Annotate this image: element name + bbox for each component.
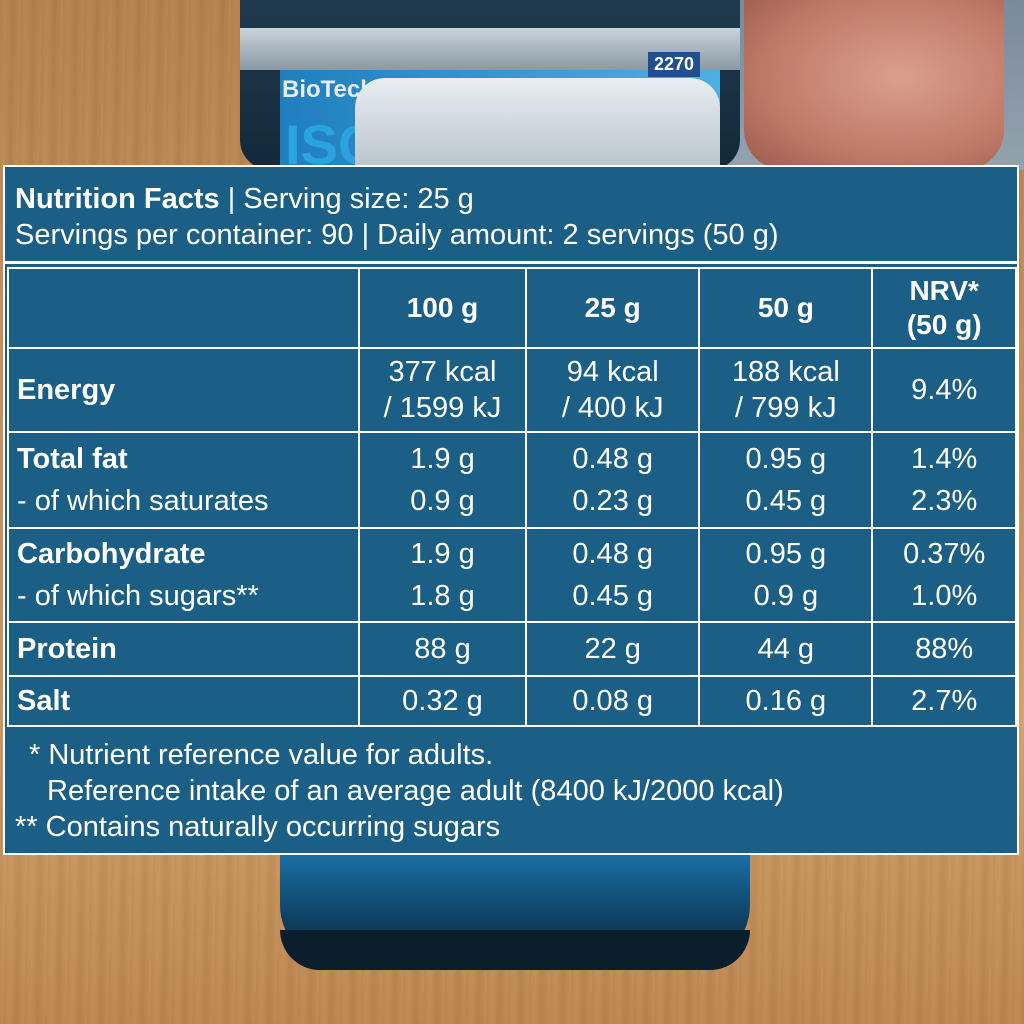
protein-nrv: 88% (915, 633, 974, 665)
salt-nrv-cell: 2.7% (871, 675, 1017, 727)
row-label-carbohydrate: Carbohydrate - of which sugars** (7, 527, 360, 623)
energy-50g-cell: 188 kcal / 799 kJ (698, 347, 874, 433)
fat-50g: 0.95 g (745, 443, 827, 475)
saturates-25g: 0.23 g (572, 485, 654, 517)
nutrition-table: 100 g 25 g 50 g NRV* (50 g) Energy 377 k… (7, 267, 1017, 727)
saturates-label: - of which saturates (17, 485, 269, 517)
energy-50g-kcal: 188 kcal (731, 356, 840, 388)
energy-label: Energy (17, 374, 116, 406)
protein-100g-cell: 88 g (357, 621, 528, 677)
table-row: Total fat - of which saturates 1.9 g 0.9… (7, 431, 1017, 529)
fat-100g: 1.9 g (410, 443, 475, 475)
table-header-row: 100 g 25 g 50 g NRV* (50 g) (7, 267, 1017, 349)
row-label-energy: Energy (7, 347, 360, 433)
protein-25g: 22 g (584, 633, 641, 665)
tub-base (280, 930, 750, 970)
header-cell-empty (7, 267, 360, 349)
table-row: Carbohydrate - of which sugars** 1.9 g 1… (7, 527, 1017, 623)
protein-50g-cell: 44 g (698, 621, 874, 677)
salt-nrv: 2.7% (911, 685, 978, 717)
carbohydrate-label: Carbohydrate (17, 538, 206, 570)
carb-100g-cell: 1.9 g 1.8 g (357, 527, 528, 623)
header-cell-50g: 50 g (698, 267, 874, 349)
energy-100g-cell: 377 kcal / 1599 kJ (357, 347, 528, 433)
row-label-salt: Salt (7, 675, 360, 727)
saturates-100g: 0.9 g (410, 485, 475, 517)
fat-nrv: 1.4% (911, 443, 978, 475)
header-cell-100g: 100 g (357, 267, 528, 349)
footnote-nrv: * Nutrient reference value for adults. (29, 739, 494, 771)
header-cell-nrv: NRV* (50 g) (871, 267, 1017, 349)
energy-nrv-cell: 9.4% (871, 347, 1017, 433)
table-row: Salt 0.32 g 0.08 g 0.16 g 2.7% (7, 675, 1017, 727)
total-fat-label: Total fat (17, 443, 128, 475)
table-row: Energy 377 kcal / 1599 kJ 94 kcal / 400 … (7, 347, 1017, 433)
servings-per-container-text: Servings per container: 90 | Daily amoun… (15, 219, 779, 251)
carb-50g-cell: 0.95 g 0.9 g (698, 527, 874, 623)
fat-nrv-cell: 1.4% 2.3% (871, 431, 1017, 529)
protein-nrv-cell: 88% (871, 621, 1017, 677)
saturates-50g: 0.45 g (745, 485, 827, 517)
footnote-reference-intake: Reference intake of an average adult (84… (47, 775, 784, 807)
nrv-label: NRV* (909, 275, 979, 306)
salt-label: Salt (17, 685, 71, 717)
salt-50g-cell: 0.16 g (698, 675, 874, 727)
sugars-50g: 0.9 g (753, 580, 819, 612)
row-label-fat: Total fat - of which saturates (7, 431, 360, 529)
saturates-nrv: 2.3% (911, 485, 978, 517)
protein-25g-cell: 22 g (525, 621, 701, 677)
fat-100g-cell: 1.9 g 0.9 g (357, 431, 528, 529)
salt-100g: 0.32 g (402, 685, 483, 717)
salt-50g: 0.16 g (745, 685, 827, 717)
serving-size-text: | Serving size: 25 g (227, 183, 474, 215)
carb-25g: 0.48 g (572, 538, 654, 570)
energy-100g-kj: / 1599 kJ (383, 392, 502, 424)
person-background (744, 0, 1004, 170)
sugars-100g: 1.8 g (410, 580, 475, 612)
protein-50g: 44 g (757, 633, 815, 665)
sugars-nrv: 1.0% (911, 580, 978, 612)
footnotes: * Nutrient reference value for adults. R… (15, 737, 784, 845)
salt-100g-cell: 0.32 g (357, 675, 528, 727)
row-label-protein: Protein (7, 621, 360, 677)
fat-25g-cell: 0.48 g 0.23 g (525, 431, 701, 529)
shaker-lid (355, 78, 720, 170)
fat-50g-cell: 0.95 g 0.45 g (698, 431, 874, 529)
energy-25g-kcal: 94 kcal (566, 356, 659, 388)
energy-nrv: 9.4% (911, 374, 978, 406)
energy-50g-kj: / 799 kJ (735, 392, 837, 424)
tub-size-badge: 2270 (648, 52, 701, 77)
nutrition-header: Nutrition Facts | Serving size: 25 g Ser… (5, 167, 1017, 264)
protein-label: Protein (17, 633, 117, 665)
header-line-1: Nutrition Facts | Serving size: 25 g (15, 181, 1007, 217)
fat-25g: 0.48 g (572, 443, 654, 475)
carb-50g: 0.95 g (745, 538, 827, 570)
nrv-serving-label: (50 g) (906, 309, 982, 340)
energy-25g-cell: 94 kcal / 400 kJ (525, 347, 701, 433)
salt-25g-cell: 0.08 g (525, 675, 701, 727)
sugars-label: - of which sugars** (17, 580, 259, 612)
energy-100g-kcal: 377 kcal (388, 356, 497, 388)
sugars-25g: 0.45 g (572, 580, 654, 612)
energy-25g-kj: / 400 kJ (561, 392, 664, 424)
nutrition-facts-panel: Nutrition Facts | Serving size: 25 g Ser… (3, 165, 1019, 855)
nutrition-facts-title: Nutrition Facts (15, 183, 220, 215)
carb-nrv-cell: 0.37% 1.0% (871, 527, 1017, 623)
carb-nrv: 0.37% (903, 538, 986, 570)
carb-100g: 1.9 g (410, 538, 475, 570)
salt-25g: 0.08 g (572, 685, 654, 717)
footnote-sugars: ** Contains naturally occurring sugars (15, 811, 501, 843)
header-cell-25g: 25 g (525, 267, 701, 349)
carb-25g-cell: 0.48 g 0.45 g (525, 527, 701, 623)
table-row: Protein 88 g 22 g 44 g 88% (7, 621, 1017, 677)
protein-100g: 88 g (414, 633, 471, 665)
